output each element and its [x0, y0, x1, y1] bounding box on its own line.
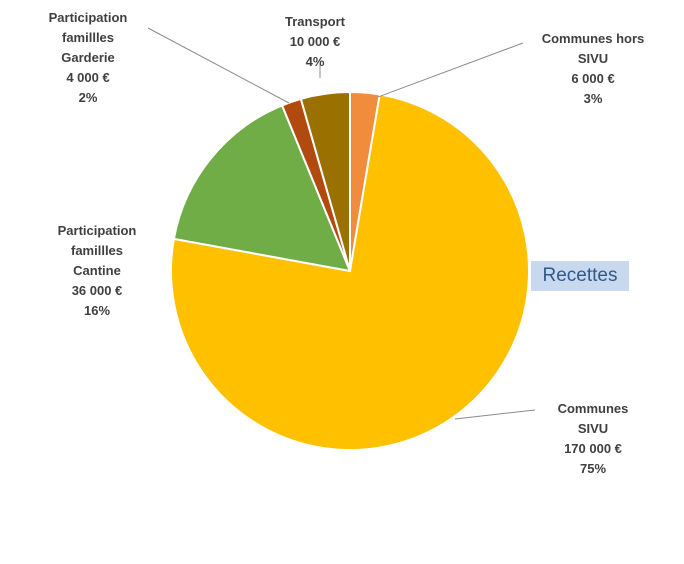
chart-title: Recettes	[531, 261, 629, 291]
slice-percent-label: 2%	[79, 90, 98, 105]
pie-slice-5	[299, 90, 351, 272]
slice-category-line: Participation	[49, 10, 128, 25]
slice-category-line: Communes hors	[542, 31, 645, 46]
leader-line-4	[147, 27, 290, 104]
slice-category-line: famillles	[62, 30, 114, 45]
leader-line-2	[454, 409, 536, 420]
slice-category-line: Communes	[558, 401, 629, 416]
slice-label-3: Participation famillles Cantine 36 000 € 16%	[58, 223, 137, 318]
slice-percent-label: 16%	[84, 303, 110, 318]
leader-line-1	[377, 42, 524, 98]
slice-category-line: famillles	[71, 243, 123, 258]
slice-category-line: Participation	[58, 223, 137, 238]
slice-category-line: Garderie	[61, 50, 114, 65]
slice-label-4: Participation famillles Garderie 4 000 € 2%	[49, 10, 128, 105]
slice-percent-label: 3%	[584, 91, 603, 106]
slice-value-label: 6 000 €	[571, 71, 614, 86]
pie-slices	[169, 90, 530, 451]
slice-category-line: Transport	[285, 14, 346, 29]
slice-category-line: Cantine	[73, 263, 121, 278]
slice-percent-label: 75%	[580, 461, 606, 476]
slice-value-label: 10 000 €	[290, 34, 341, 49]
slice-percent-label: 4%	[306, 54, 325, 69]
slice-value-label: 36 000 €	[72, 283, 123, 298]
pie-slice-3	[172, 104, 352, 273]
slice-label-5: Transport 10 000 € 4%	[285, 14, 346, 69]
slice-category-line: SIVU	[578, 421, 608, 436]
slice-label-2: Communes SIVU 170 000 € 75%	[558, 401, 629, 476]
slice-value-label: 4 000 €	[66, 70, 109, 85]
slice-value-label: 170 000 €	[564, 441, 622, 456]
slice-category-line: SIVU	[578, 51, 608, 66]
slice-label-1: Communes hors SIVU 6 000 € 3%	[542, 31, 645, 106]
pie-slice-2	[169, 93, 530, 451]
